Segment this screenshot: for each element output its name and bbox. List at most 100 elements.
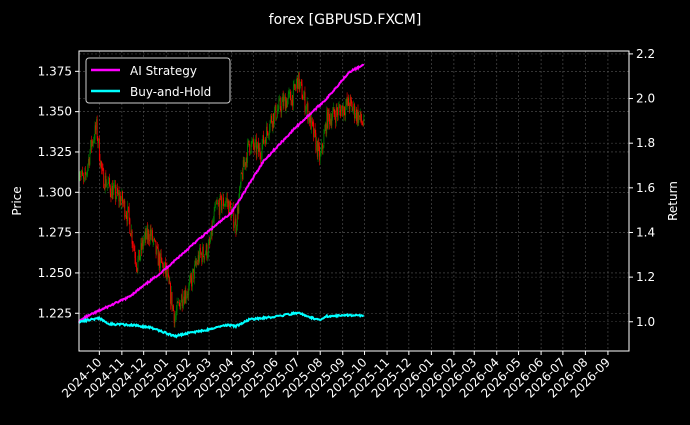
candle-body — [338, 106, 340, 108]
candle-body — [334, 113, 336, 117]
candle-body — [290, 100, 292, 106]
candle-body — [204, 254, 206, 260]
candle-body — [106, 183, 108, 186]
candle-body — [141, 240, 143, 250]
candle-body — [361, 120, 363, 123]
candle-body — [162, 264, 164, 273]
candle-body — [143, 236, 145, 241]
candle-body — [106, 185, 108, 187]
right-axis-label: Return — [666, 181, 680, 221]
candle-body — [274, 111, 275, 124]
candle-body — [123, 200, 125, 204]
candle-body — [132, 243, 134, 246]
left-axis: 1.225 1.250 1.275 1.300 1.325 1.350 1.375 — [38, 64, 79, 320]
candle-body — [234, 218, 236, 226]
candle-body — [137, 259, 139, 272]
candle-body — [298, 72, 299, 89]
candle-body — [263, 140, 265, 144]
candle-body — [192, 268, 194, 272]
candle-body — [255, 139, 257, 155]
candle-body — [109, 185, 111, 194]
candle-body — [166, 267, 168, 277]
candle-body — [191, 278, 193, 287]
candle-body — [124, 200, 126, 217]
candle-body — [234, 225, 235, 228]
candle-body — [311, 117, 313, 123]
candle-body — [361, 122, 363, 125]
right-tick-label: 1.6 — [636, 181, 655, 195]
candle-body — [324, 129, 325, 134]
candle-body — [225, 200, 227, 204]
candle-body — [237, 207, 239, 214]
candle-body — [357, 110, 359, 124]
candle-body — [195, 261, 197, 265]
candle-body — [275, 105, 277, 120]
candle-body — [289, 91, 291, 93]
candle-body — [355, 109, 357, 117]
x-axis: 2024-102024-112024-122025-012025-022025-… — [59, 351, 613, 401]
candle-body — [159, 253, 161, 269]
candle-body — [151, 230, 153, 237]
candle-body — [268, 134, 270, 136]
candle-body — [178, 302, 180, 304]
candle-body — [102, 168, 104, 170]
candle-body — [345, 98, 347, 106]
candle-body — [215, 203, 217, 205]
candle-body — [325, 124, 327, 134]
candle-body — [271, 115, 272, 123]
candle-body — [83, 178, 85, 179]
candle-body — [245, 158, 247, 166]
candle-body — [146, 227, 148, 240]
candle-body — [352, 108, 354, 111]
candle-body — [294, 84, 296, 88]
candle-body — [343, 106, 345, 113]
candle-body — [109, 178, 110, 186]
candle-body — [197, 255, 199, 264]
candle-body — [291, 95, 293, 106]
candle-body — [154, 239, 156, 242]
candle-body — [353, 104, 355, 109]
candle-body — [150, 229, 152, 237]
candle-body — [247, 140, 249, 143]
candle-body — [335, 116, 336, 123]
candle-body — [335, 107, 337, 123]
candle-body — [285, 100, 287, 111]
left-tick-label: 1.325 — [38, 145, 72, 159]
candle-body — [143, 240, 145, 247]
candle-body — [358, 115, 360, 124]
candle-body — [128, 207, 130, 219]
candle-body — [299, 82, 301, 90]
candle-body — [252, 139, 254, 147]
candle-body — [98, 138, 100, 161]
candle-body — [251, 141, 253, 143]
candle-body — [191, 271, 193, 287]
candle-body — [114, 184, 116, 200]
chart-title: forex [GBPUSD.FXCM] — [269, 12, 422, 28]
candle-body — [126, 216, 128, 222]
price-candles — [78, 71, 365, 328]
candle-body — [117, 188, 118, 194]
candle-body — [270, 115, 272, 121]
candle-body — [349, 97, 351, 109]
candle-body — [112, 185, 113, 199]
candle-body — [157, 248, 159, 266]
candle-body — [246, 158, 248, 163]
candle-body — [269, 120, 271, 131]
candle-body — [262, 135, 264, 145]
candle-body — [93, 140, 94, 144]
plot-frame — [78, 50, 630, 352]
candle-body — [190, 275, 192, 279]
candle-body — [342, 105, 344, 116]
candle-body — [139, 255, 141, 261]
candle-body — [292, 95, 294, 106]
candle-body — [120, 195, 121, 205]
candle-body — [306, 106, 307, 110]
candle-body — [254, 141, 256, 150]
candle-body — [231, 210, 232, 219]
candle-body — [215, 203, 216, 205]
left-tick-label: 1.375 — [38, 64, 72, 78]
candle-body — [96, 119, 97, 130]
candle-body — [79, 176, 81, 178]
candle-body — [272, 113, 274, 128]
candle-body — [261, 144, 263, 158]
